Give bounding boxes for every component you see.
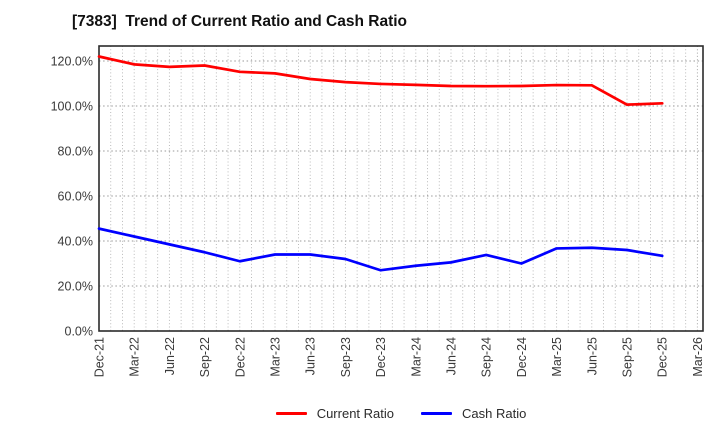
cash-ratio-line-icon [421,411,452,415]
x-tick-label: Jun-24 [445,337,459,375]
x-tick-label: Jun-25 [585,337,599,375]
y-tick-label: 20.0% [58,280,93,294]
x-tick-label: Dec-25 [656,337,670,377]
x-tick-label: Mar-23 [269,337,283,377]
legend-label-current-ratio: Current Ratio [316,405,394,421]
x-tick-label: Sep-22 [198,337,212,377]
legend: Current Ratio Cash Ratio [99,404,703,422]
x-tick-label: Mar-22 [128,337,142,377]
current-ratio-line-icon [275,411,307,415]
y-tick-label: 60.0% [58,190,93,204]
x-tick-label: Sep-25 [621,337,635,377]
x-tick-label: Dec-21 [93,337,107,377]
y-tick-label: 80.0% [58,145,93,159]
y-tick-label: 0.0% [65,325,94,339]
y-tick-label: 40.0% [58,235,93,249]
x-tick-label: Dec-23 [374,337,388,377]
legend-item-cash-ratio: Cash Ratio [421,407,526,420]
y-tick-label: 120.0% [51,55,93,69]
x-tick-label: Mar-25 [550,337,564,377]
x-tick-label: Sep-23 [339,337,353,377]
x-tick-label: Jun-22 [163,337,177,375]
plot-border [98,45,704,332]
legend-item-current-ratio: Current Ratio [275,405,394,421]
x-tick-label: Sep-24 [480,337,494,377]
x-tick-label: Jun-23 [304,337,318,375]
y-tick-label: 100.0% [51,100,93,114]
chart-title: [7383] Trend of Current Ratio and Cash R… [72,13,408,30]
cash-ratio-line [97,227,664,272]
legend-label-cash-ratio: Cash Ratio [462,405,527,421]
current-ratio-line [97,55,664,107]
x-tick-label: Mar-26 [691,337,705,377]
x-tick-label: Dec-22 [233,337,247,377]
x-tick-label: Dec-24 [515,337,529,377]
x-tick-label: Mar-24 [409,337,423,377]
